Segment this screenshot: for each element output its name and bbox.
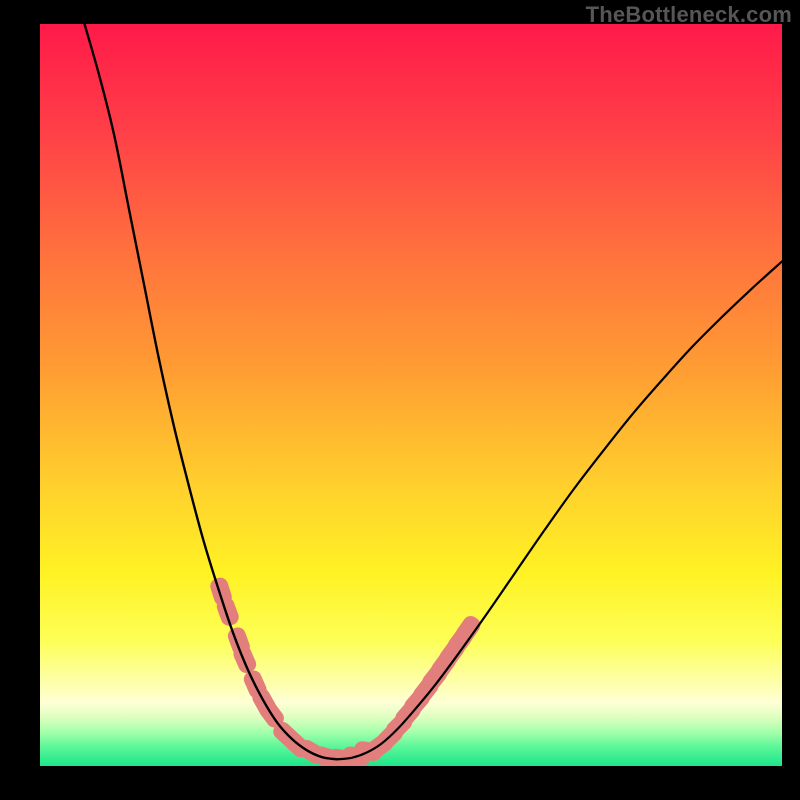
plot-area [40, 24, 782, 766]
gradient-background [40, 24, 782, 766]
watermark-text: TheBottleneck.com [586, 2, 792, 28]
chart-container: TheBottleneck.com [0, 0, 800, 800]
plot-svg [40, 24, 782, 766]
